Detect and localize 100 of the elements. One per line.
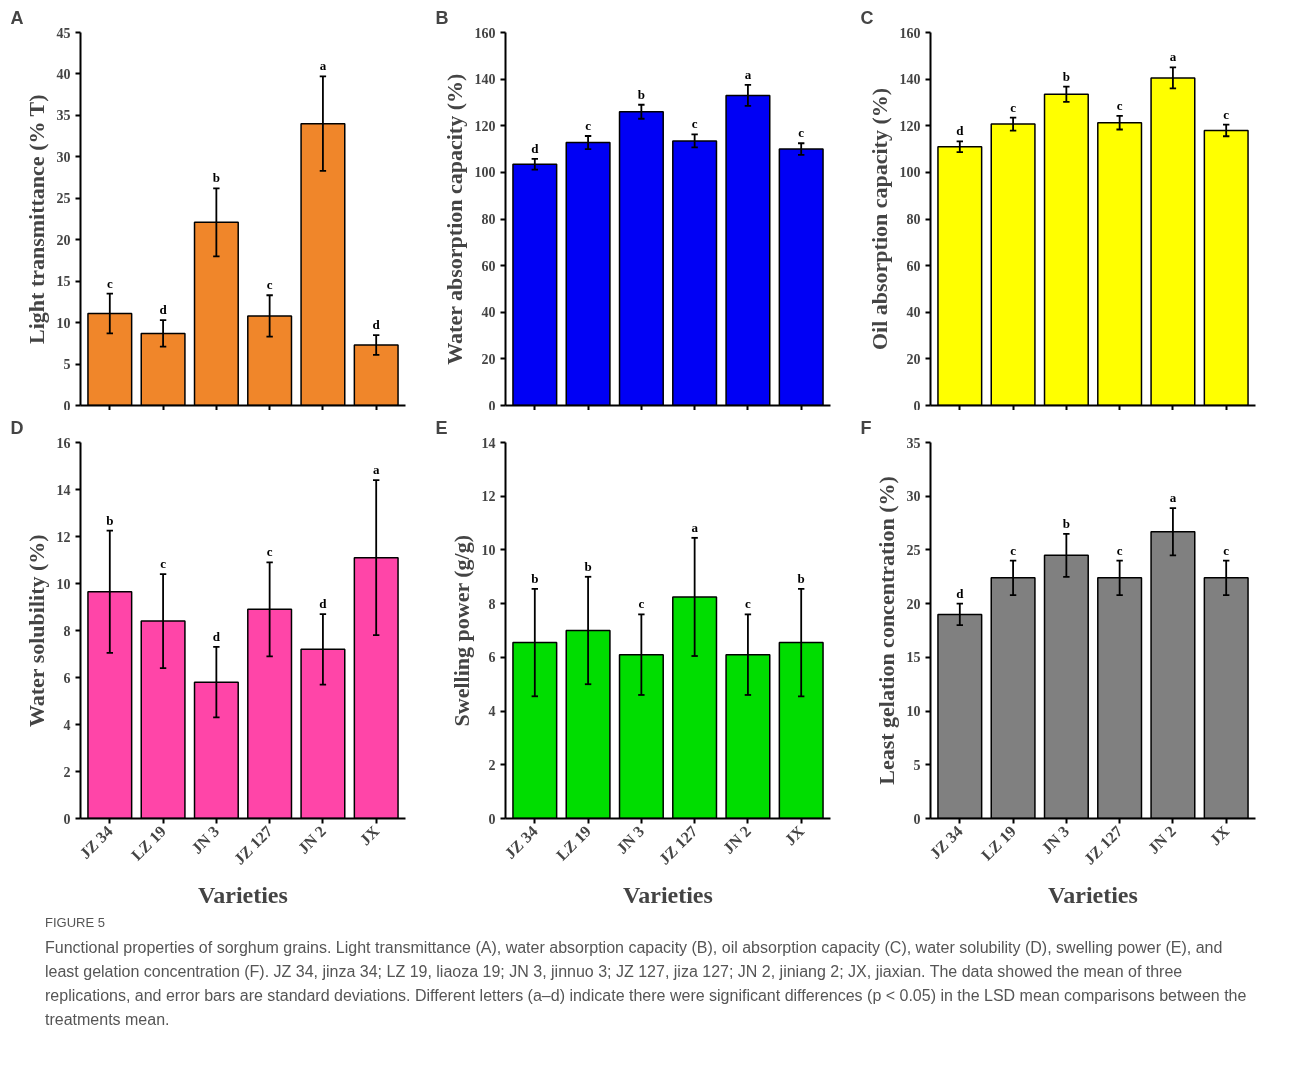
y-tick-label: 160 xyxy=(474,25,496,41)
annotation: b xyxy=(797,570,805,586)
annotation: c xyxy=(1116,542,1123,558)
annotation: b xyxy=(584,558,592,574)
y-tick-label: 10 xyxy=(906,704,921,720)
y-tick-label: 140 xyxy=(899,72,921,88)
x-tick-label: JN 3 xyxy=(613,822,648,857)
y-tick-label: 100 xyxy=(899,165,921,181)
chart-title: E xyxy=(435,417,448,438)
annotation: b xyxy=(1062,68,1070,84)
y-tick-label: 140 xyxy=(474,72,496,88)
x-tick-label: JZ 34 xyxy=(926,822,966,862)
x-axis-title: Varieties xyxy=(198,881,288,908)
annotation: c xyxy=(266,277,273,293)
x-tick-label: JN 2 xyxy=(719,822,754,857)
annotation: d xyxy=(159,302,168,318)
y-tick-label: 15 xyxy=(56,274,71,290)
y-tick-label: 4 xyxy=(488,704,496,720)
y-tick-label: 45 xyxy=(56,25,71,41)
x-axis-title: Varieties xyxy=(1048,881,1138,908)
x-tick-label: LZ 19 xyxy=(552,822,595,864)
annotation: c xyxy=(1223,542,1230,558)
y-tick-label: 35 xyxy=(906,435,921,451)
y-tick-label: 40 xyxy=(906,305,921,321)
y-axis-title: Light transmittance (% T) xyxy=(23,94,49,344)
y-tick-label: 30 xyxy=(906,489,921,505)
chart-title: B xyxy=(435,7,449,28)
y-tick-label: 20 xyxy=(56,232,71,248)
y-tick-label: 60 xyxy=(906,258,921,274)
annotation: c xyxy=(106,275,113,291)
annotation: b xyxy=(106,512,114,528)
y-axis-title: Swelling power (g/g) xyxy=(448,534,474,727)
y-tick-label: 40 xyxy=(56,66,71,82)
x-tick-label: JX xyxy=(1206,822,1233,849)
annotation: a xyxy=(1169,49,1177,65)
chart-title: C xyxy=(860,7,874,28)
annotation: c xyxy=(1116,97,1123,113)
y-tick-label: 120 xyxy=(899,118,921,134)
annotation: c xyxy=(798,125,805,141)
y-tick-label: 35 xyxy=(56,108,71,124)
annotation: d xyxy=(212,628,221,644)
annotation: c xyxy=(585,118,592,134)
x-tick-label: JN 3 xyxy=(188,822,223,857)
x-axis-title: Varieties xyxy=(623,881,713,908)
y-tick-label: 20 xyxy=(906,596,921,612)
x-tick-label: LZ 19 xyxy=(977,822,1020,864)
y-tick-label: 8 xyxy=(63,623,71,639)
y-tick-label: 2 xyxy=(488,757,496,773)
annotation: d xyxy=(956,585,965,601)
x-tick-label: JZ 127 xyxy=(1080,822,1126,868)
y-tick-label: 10 xyxy=(56,576,71,592)
annotation: c xyxy=(691,116,698,132)
y-axis-title: Oil absorption capacity (%) xyxy=(866,87,892,351)
x-tick-label: JX xyxy=(781,822,808,849)
y-tick-label: 25 xyxy=(906,542,921,558)
chart-title: F xyxy=(860,417,872,438)
y-axis-title: Water solubility (%) xyxy=(23,534,49,728)
annotation: c xyxy=(1010,542,1017,558)
y-tick-label: 12 xyxy=(481,489,496,505)
y-tick-label: 14 xyxy=(56,482,71,498)
y-tick-label: 0 xyxy=(488,811,496,827)
y-tick-label: 15 xyxy=(906,650,921,666)
y-tick-label: 0 xyxy=(913,811,921,827)
chart-title: A xyxy=(10,7,24,28)
annotation: d xyxy=(531,140,540,156)
y-tick-label: 2 xyxy=(63,764,71,780)
annotation: b xyxy=(212,170,220,186)
y-tick-label: 0 xyxy=(63,398,71,414)
annotation: a xyxy=(744,66,752,82)
x-tick-label: JN 2 xyxy=(1144,822,1179,857)
y-tick-label: 16 xyxy=(56,435,71,451)
annotation: b xyxy=(1062,515,1070,531)
y-tick-label: 6 xyxy=(488,650,496,666)
y-tick-label: 30 xyxy=(56,149,71,165)
annotation: a xyxy=(319,58,327,74)
x-tick-label: JZ 127 xyxy=(655,822,701,868)
annotation: c xyxy=(266,544,273,560)
chart-title: D xyxy=(10,417,24,438)
y-tick-label: 0 xyxy=(488,398,496,414)
y-tick-label: 60 xyxy=(481,258,496,274)
y-tick-label: 0 xyxy=(913,398,921,414)
x-tick-label: JZ 34 xyxy=(76,822,116,862)
x-tick-label: JN 2 xyxy=(294,822,329,857)
y-tick-label: 80 xyxy=(481,212,496,227)
annotation: b xyxy=(531,570,539,586)
y-tick-label: 40 xyxy=(481,305,496,321)
annotation: b xyxy=(637,86,645,102)
x-tick-label: JZ 34 xyxy=(501,822,541,862)
annotation: c xyxy=(1010,99,1017,115)
annotation: c xyxy=(745,596,752,612)
y-tick-label: 120 xyxy=(474,118,496,134)
y-tick-label: 10 xyxy=(56,315,71,331)
y-axis-title: Water absorption capacity (%) xyxy=(441,73,467,365)
annotation: d xyxy=(372,317,381,333)
annotation: c xyxy=(160,556,167,572)
text: Functional properties of sorghum grains. Light transmittance (A), water absorption capacity (B), oil absorption capacity (C), water solubility (D), swelling power (E), and least gelation concentration (F). JZ 34, jinza 34; LZ 19, liaoza 19; JN 3, jinnuo 3; JZ 127, jiza 127; JN 2, jiniang 2; JX, jiaxian. The data showed the mean of three replications, and error bars are standard deviations. Different letters (a–d) indicate there were significant differences (p < 0.05) in the LSD mean comparisons between the treatments mean. xyxy=(45,938,1248,1030)
y-tick-label: 5 xyxy=(913,757,921,773)
y-axis-title: Least gelation concentration (%) xyxy=(873,476,899,785)
y-tick-label: 80 xyxy=(906,212,921,227)
annotation: a xyxy=(691,519,699,535)
